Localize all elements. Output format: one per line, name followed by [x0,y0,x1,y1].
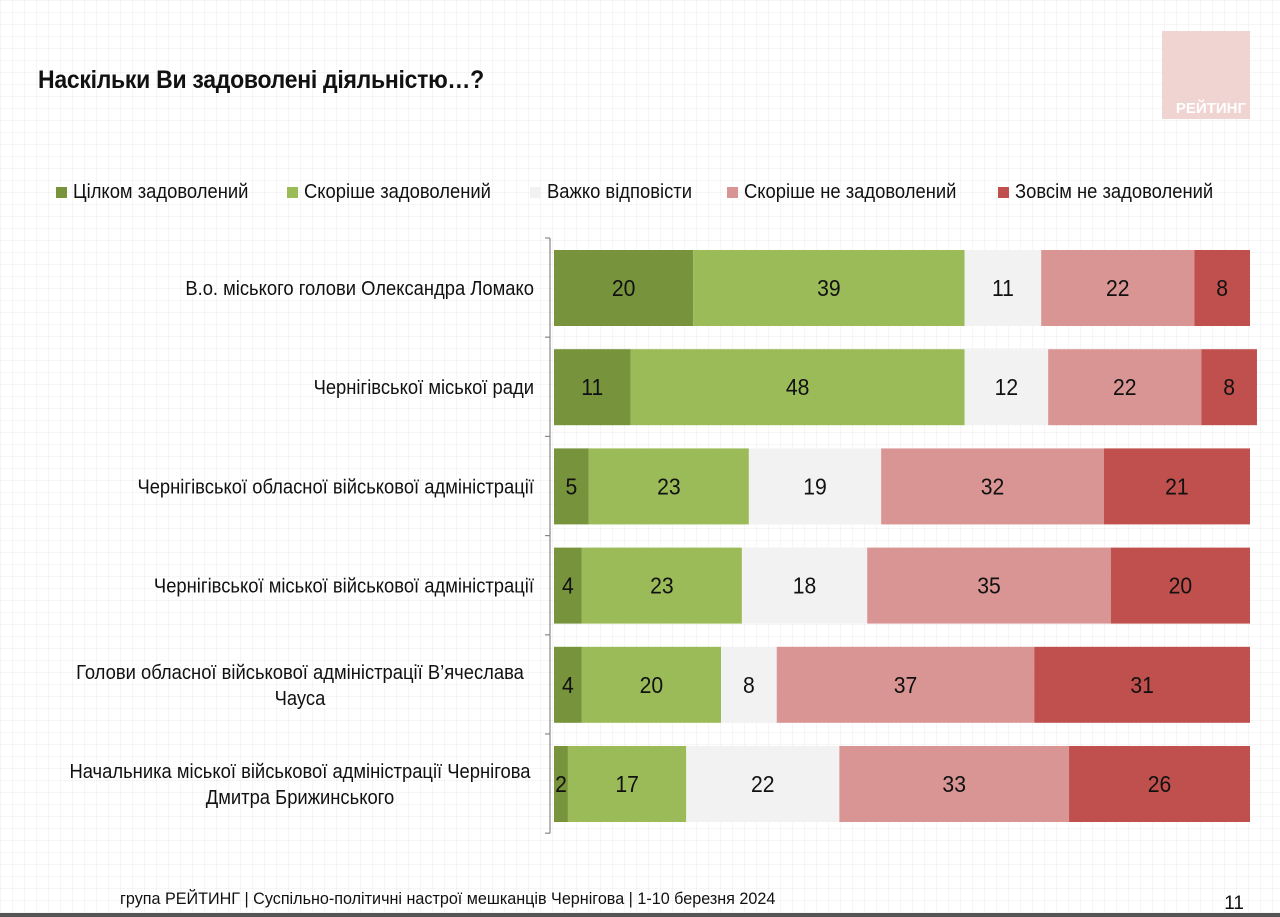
data-label: 5 [566,474,578,500]
legend-label: Скоріше задоволений [303,180,491,203]
data-label: 12 [995,374,1019,400]
data-label: 22 [1113,374,1137,400]
bar-segment [964,250,1042,326]
data-label: 26 [1148,771,1172,797]
bar-segment [567,746,687,822]
data-label: 21 [1165,474,1189,500]
bar-segment [1069,746,1250,822]
category-label-line: Голови обласної військової адміністрації… [76,662,524,684]
data-label: 20 [640,672,664,698]
category-label: Чернігівської обласної військової адміні… [137,477,534,499]
data-label: 31 [1130,672,1154,698]
bar-segment [554,746,568,822]
logo-text: РЕЙТИНГ [1175,100,1246,117]
data-label: 8 [1216,275,1228,301]
bar-segment [554,646,582,723]
data-label: 33 [942,771,966,797]
bar-segment [1103,448,1250,525]
footer-text: група РЕЙТИНГ | Суспільно-політичні наст… [120,889,776,908]
data-label: 23 [650,573,674,599]
bar-segment [741,547,868,624]
category-label-line: Начальника міської військової адміністра… [69,761,530,783]
legend-label: Скоріше не задоволений [744,180,957,203]
data-label: 20 [612,275,636,301]
category-label: Голови обласної військової адміністрації… [76,662,524,710]
category-label: Чернігівської міської військової адмініс… [154,576,535,598]
footer-divider [0,913,1280,917]
page-number: 11 [1224,893,1244,914]
data-label: 22 [1106,275,1130,301]
legend-label: Важко відповісти [546,180,692,203]
bar-segment [776,646,1035,723]
bar-segment [1048,349,1202,426]
category-label: Начальника міської військової адміністра… [69,761,530,809]
data-label: 32 [981,474,1005,500]
bar-segment [581,646,722,723]
bar-segment [1194,250,1250,326]
bar-segment [1110,547,1250,624]
category-label: Чернігівської міської ради [314,378,534,400]
chart-legend: Цілком задоволений Скоріше задоволений В… [56,180,1254,204]
bar-segment [881,448,1104,525]
category-label-line: Дмитра Брижинського [206,787,394,809]
category-label-line: Чауса [275,688,326,710]
bar-segment [839,746,1070,822]
data-label: 48 [786,374,810,400]
legend-item-rather-dissatisfied: Скоріше не задоволений [727,181,975,204]
bar-segment [686,746,840,822]
legend-label: Зовсім не задоволений [1015,180,1214,203]
bar-segment [1041,250,1195,326]
data-label: 11 [992,275,1014,301]
bar-segment [554,448,589,525]
bar-segment [867,547,1111,624]
data-label: 17 [615,771,639,797]
legend-item-fully-satisfied: Цілком задоволений [56,181,264,204]
data-label: 19 [803,474,827,500]
bar-segment [964,349,1049,426]
legend-label: Цілком задоволений [73,180,249,203]
bar-segment [581,547,742,624]
data-label: 20 [1169,573,1193,599]
legend-swatch [529,186,541,198]
page-title: Наскільки Ви задоволені діяльністю…? [38,66,484,94]
bar-segment [721,646,777,723]
legend-swatch [56,186,67,198]
legend-item-fully-dissatisfied: Зовсім не задоволений [998,181,1230,204]
legend-swatch [998,186,1010,198]
data-label: 8 [1223,374,1235,400]
bar-segment [554,250,694,326]
bar-segment [588,448,749,525]
bar-segment [693,250,965,326]
data-label: 22 [751,771,775,797]
rating-logo: РЕЙТИНГ [1162,31,1250,119]
data-label: 4 [562,672,574,698]
bar-segment [554,349,631,426]
data-label: 4 [562,573,574,599]
data-label: 2 [555,771,567,797]
data-label: 35 [977,573,1001,599]
data-label: 8 [743,672,755,698]
data-label: 18 [793,573,817,599]
bar-segment [630,349,965,426]
legend-swatch [727,186,739,198]
bar-segment [1201,349,1257,426]
bar-segment [554,547,582,624]
legend-item-hard-to-say: Важко відповісти [529,180,705,204]
data-label: 23 [657,474,681,500]
category-label: В.о. міського голови Олександра Ломако [185,278,534,300]
data-label: 39 [817,275,841,301]
data-label: 11 [581,374,603,400]
bar-segment [1034,646,1250,723]
bar-segment [748,448,882,525]
legend-swatch [286,186,298,198]
data-label: 37 [894,672,918,698]
legend-item-rather-satisfied: Скоріше задоволений [286,180,507,204]
